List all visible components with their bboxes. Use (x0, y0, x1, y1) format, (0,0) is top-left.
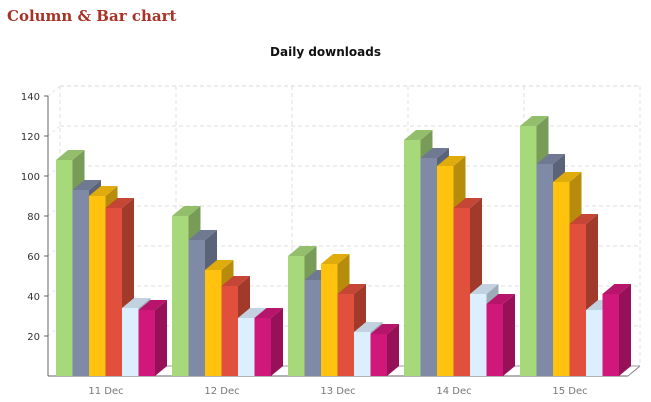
bar-top (470, 284, 499, 294)
bar-top (254, 308, 283, 318)
y-tick-label: 60 (27, 252, 40, 263)
bar-top (105, 198, 134, 208)
bar-top (288, 246, 317, 256)
bar-front (254, 318, 271, 376)
y-tick-label: 140 (21, 92, 40, 103)
x-tick-label: 14 Dec (436, 386, 471, 397)
bar-front (553, 182, 570, 376)
bar-front (520, 126, 537, 376)
bar (602, 284, 631, 376)
y-tick-label: 80 (27, 212, 40, 223)
bar-front (354, 332, 371, 376)
bar-top (172, 206, 201, 216)
bar-top (486, 294, 515, 304)
bar-front (536, 164, 553, 376)
gridline-side (47, 85, 61, 97)
bar-front (122, 308, 139, 376)
bar-front (304, 280, 321, 376)
bar (370, 324, 399, 376)
bar-top (370, 324, 399, 334)
bar-front (288, 256, 305, 376)
bar-front (486, 304, 503, 376)
bar-top (138, 300, 167, 310)
bar-top (72, 180, 101, 190)
bar-top (188, 230, 217, 240)
bar-front (321, 264, 338, 376)
bar-side (387, 324, 399, 376)
bar-top (453, 198, 482, 208)
chart-title: Daily downloads (270, 45, 381, 59)
bar-top (122, 298, 151, 308)
y-tick-label: 20 (27, 332, 40, 343)
x-axis-labels: 11 Dec 12 Dec 13 Dec 14 Dec 15 Dec (88, 386, 587, 397)
bar-top (321, 254, 350, 264)
bar (254, 308, 283, 376)
bar-side (155, 300, 167, 376)
gridline-side (47, 125, 61, 137)
bar-top (404, 130, 433, 140)
bar-front (337, 294, 354, 376)
bar-side (619, 284, 631, 376)
x-tick-label: 11 Dec (88, 386, 123, 397)
bar-front (205, 270, 222, 376)
y-tick-label: 100 (21, 172, 40, 183)
bar-front (89, 196, 106, 376)
bar-top (354, 322, 383, 332)
bar-front (453, 208, 470, 376)
bar-top (205, 260, 234, 270)
y-tick-label: 120 (21, 132, 40, 143)
bar-front (470, 294, 487, 376)
bar (486, 294, 515, 376)
bar-front (138, 310, 155, 376)
bar-front (437, 166, 454, 376)
bar-top (89, 186, 118, 196)
bar-front (602, 294, 619, 376)
bar-front (172, 216, 189, 376)
x-tick-label: 13 Dec (320, 386, 355, 397)
bar-top (569, 214, 598, 224)
bar-top (437, 156, 466, 166)
bar-top (553, 172, 582, 182)
bars (56, 116, 631, 376)
x-tick-label: 15 Dec (552, 386, 587, 397)
bar-front (420, 158, 437, 376)
y-axis-ticks: 20 40 60 80 100 120 140 (21, 92, 48, 343)
bar-front (56, 160, 73, 376)
bar (138, 300, 167, 376)
bar-front (404, 140, 421, 376)
bar-top (420, 148, 449, 158)
bar-front (188, 240, 205, 376)
bar-top (337, 284, 366, 294)
bar-top (536, 154, 565, 164)
x-tick-label: 12 Dec (204, 386, 239, 397)
bar-front (221, 286, 238, 376)
bar-top (602, 284, 631, 294)
bar-front (72, 190, 89, 376)
bar-side (503, 294, 515, 376)
bar-front (238, 318, 255, 376)
y-tick-label: 40 (27, 292, 40, 303)
bar-top (238, 308, 267, 318)
page-title: Column & Bar chart (7, 7, 177, 25)
bar-front (370, 334, 387, 376)
bar-front (586, 310, 603, 376)
bar-top (56, 150, 85, 160)
bar-side (271, 308, 283, 376)
bar-top (520, 116, 549, 126)
bar-front (105, 208, 122, 376)
bar-front (569, 224, 586, 376)
x-axis-depth (627, 365, 641, 377)
bar-top (221, 276, 250, 286)
